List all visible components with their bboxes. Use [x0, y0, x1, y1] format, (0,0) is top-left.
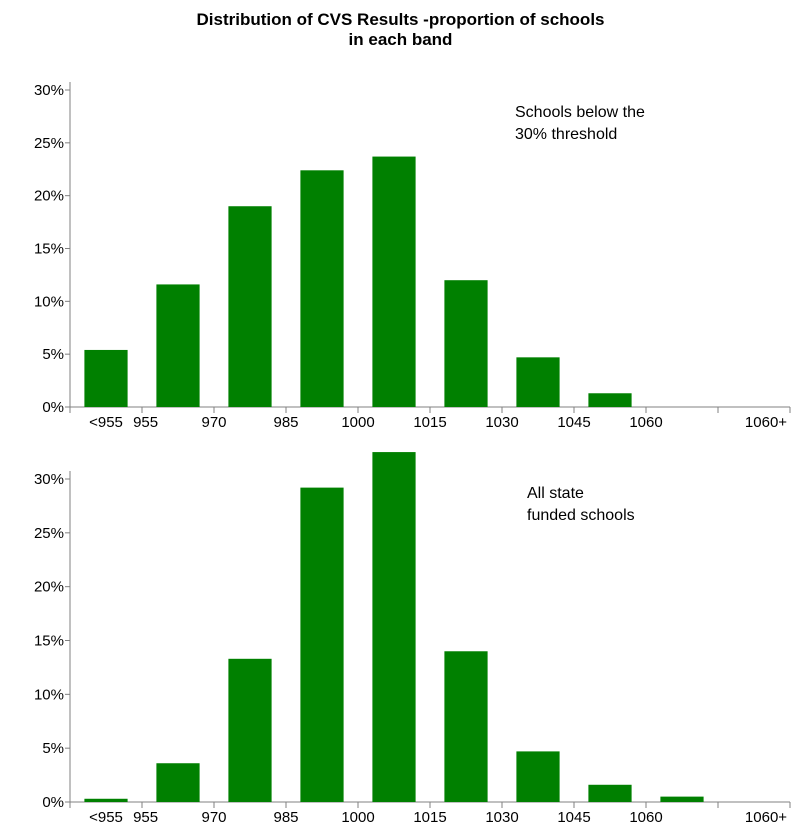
- annotation-line: All state: [527, 485, 584, 502]
- annotation-line: funded schools: [527, 507, 635, 524]
- chart-panel-2: 0% 5% 10% 15% 20% 25% 30% <955 955 970 985 1000 1015…: [34, 452, 791, 826]
- bar: [84, 349, 128, 407]
- bar: [84, 798, 128, 802]
- y-tick-label: 25%: [34, 525, 64, 542]
- chart-annotation: Schools below the 30% threshold: [515, 104, 645, 143]
- bar: [156, 763, 200, 802]
- chart-title-line-2: in each band: [348, 30, 453, 49]
- x-tick-label: <955: [89, 809, 123, 826]
- y-tick-label: 15%: [34, 633, 64, 650]
- bar: [228, 206, 272, 407]
- bar: [516, 751, 560, 802]
- y-tick-label: 0%: [42, 399, 64, 416]
- bar: [300, 487, 344, 802]
- bar: [156, 284, 200, 407]
- x-tick-label: 1060+: [745, 809, 787, 826]
- x-tick-label: <955: [89, 414, 123, 431]
- y-tick-label: 0%: [42, 794, 64, 811]
- x-tick-label: 1060: [629, 809, 662, 826]
- annotation-line: Schools below the: [515, 104, 645, 121]
- bar: [444, 280, 488, 407]
- y-tick-label: 20%: [34, 188, 64, 205]
- annotation-line: 30% threshold: [515, 126, 617, 143]
- x-tick-label: 985: [273, 809, 298, 826]
- chart-panel-1: 0% 5% 10% 15% 20% 25% 30% <955 955 970 985 1000 1015…: [34, 82, 791, 431]
- y-tick-label: 5%: [42, 346, 64, 363]
- x-tick-label: 955: [133, 414, 158, 431]
- x-tick-label: 1030: [485, 809, 518, 826]
- y-tick-label: 5%: [42, 740, 64, 757]
- x-tick-label: 1030: [485, 414, 518, 431]
- x-tick-label: 1000: [341, 809, 374, 826]
- x-tick-label: 970: [201, 809, 226, 826]
- bar: [444, 651, 488, 802]
- y-tick-label: 30%: [34, 471, 64, 488]
- x-tick-label: 1015: [413, 809, 446, 826]
- x-tick-label: 955: [133, 809, 158, 826]
- y-tick-label: 20%: [34, 579, 64, 596]
- bar: [660, 796, 704, 802]
- y-tick-label: 10%: [34, 686, 64, 703]
- chart-annotation: All state funded schools: [527, 485, 635, 524]
- y-tick-label: 30%: [34, 82, 64, 99]
- bar: [300, 170, 344, 407]
- x-tick-label: 985: [273, 414, 298, 431]
- bar: [588, 784, 632, 802]
- chart-title: Distribution of CVS Results -proportion …: [0, 10, 801, 50]
- x-tick-label: 1000: [341, 414, 374, 431]
- bar: [588, 393, 632, 407]
- y-tick-label: 25%: [34, 135, 64, 152]
- x-tick-label: 970: [201, 414, 226, 431]
- x-tick-label: 1045: [557, 809, 590, 826]
- bar: [372, 156, 416, 407]
- bar: [372, 452, 416, 802]
- y-tick-label: 15%: [34, 241, 64, 258]
- bar: [516, 357, 560, 407]
- x-tick-label: 1060+: [745, 414, 787, 431]
- bar: [228, 658, 272, 802]
- x-tick-label: 1045: [557, 414, 590, 431]
- y-tick-label: 10%: [34, 293, 64, 310]
- x-tick-label: 1015: [413, 414, 446, 431]
- chart-title-line-1: Distribution of CVS Results -proportion …: [196, 10, 605, 29]
- x-tick-label: 1060: [629, 414, 662, 431]
